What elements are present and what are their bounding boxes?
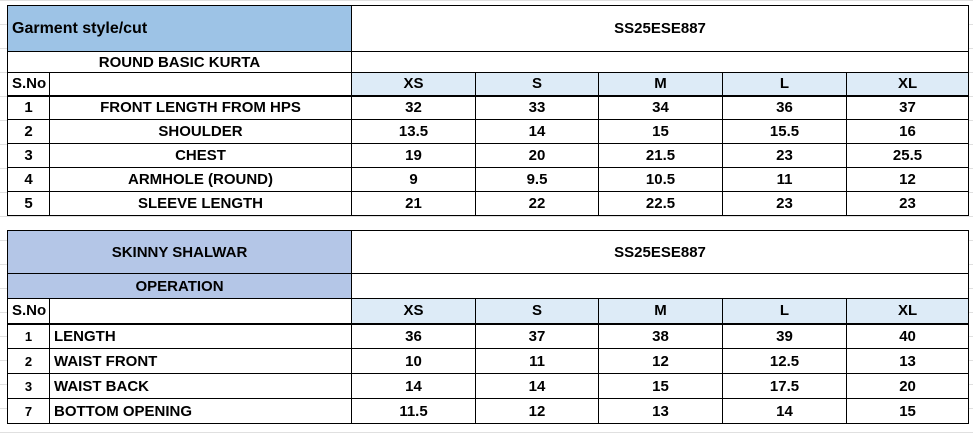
measurement-value: 12	[598, 348, 724, 374]
measurement-value: 21	[351, 191, 476, 216]
measurement-value: 39	[722, 323, 848, 349]
measurement-value: 23	[845, 191, 970, 216]
measurement-value: 22	[475, 191, 599, 216]
table-row: 1 FRONT LENGTH FROM HPS 32 33 34 36 37	[7, 95, 970, 120]
measurement-value: 12	[475, 398, 600, 424]
measurement-name: WAIST FRONT	[48, 348, 353, 374]
measurement-value: 9.5	[475, 167, 599, 192]
measurement-value: 13	[846, 348, 970, 374]
measurement-value: 40	[846, 323, 970, 349]
table-row: 1 LENGTH 36 37 38 39 40	[7, 323, 970, 349]
measurement-value: 15	[846, 398, 970, 424]
table-row: 5 SLEEVE LENGTH 21 22 22.5 23 23	[7, 191, 970, 216]
serial-number: 5	[7, 191, 50, 216]
serial-number: 3	[7, 143, 50, 168]
measurement-value: 12.5	[722, 348, 848, 374]
measurement-value: 15	[598, 119, 723, 144]
measurement-value: 25.5	[845, 143, 970, 168]
measurement-value: 14	[475, 119, 599, 144]
measurement-name: CHEST	[49, 143, 352, 168]
size-header: XL	[846, 298, 970, 325]
garment-style-label: Garment style/cut	[7, 5, 352, 52]
measurement-value: 22.5	[598, 191, 723, 216]
measurement-value: 37	[845, 95, 970, 120]
measurement-value: 15	[598, 373, 724, 399]
measurement-value: 11.5	[351, 398, 477, 424]
garment-name: SKINNY SHALWAR	[6, 230, 353, 274]
operation-label: OPERATION	[6, 273, 353, 299]
measurement-value: 15.5	[722, 119, 847, 144]
measurement-value: 20	[846, 373, 970, 399]
sno-header: S.No	[7, 72, 50, 97]
size-header: L	[722, 298, 848, 325]
serial-number: 4	[7, 167, 50, 192]
size-header: XS	[351, 298, 477, 325]
empty-cell	[351, 273, 970, 299]
empty-cell	[350, 51, 970, 73]
measurement-value: 21.5	[598, 143, 723, 168]
table-row: 2 WAIST FRONT 10 11 12 12.5 13	[7, 348, 970, 374]
measurement-value: 13.5	[351, 119, 476, 144]
table-row: 3 CHEST 19 20 21.5 23 25.5	[7, 143, 970, 168]
measurement-value: 14	[351, 373, 477, 399]
measurement-value: 23	[722, 143, 847, 168]
empty-cell	[48, 298, 353, 325]
measurement-name: SLEEVE LENGTH	[49, 191, 352, 216]
serial-number: 7	[7, 398, 50, 424]
size-header: L	[722, 72, 847, 97]
measurement-name: SHOULDER	[49, 119, 352, 144]
measurement-value: 36	[722, 95, 847, 120]
size-header: S	[475, 72, 599, 97]
garment-name: ROUND BASIC KURTA	[7, 51, 352, 73]
serial-number: 2	[7, 119, 50, 144]
size-header: M	[598, 298, 724, 325]
style-code: SS25ESE887	[350, 5, 970, 52]
kurta-spec-table: Garment style/cut SS25ESE887 ROUND BASIC…	[7, 5, 970, 216]
measurement-value: 23	[722, 191, 847, 216]
measurement-value: 11	[722, 167, 847, 192]
measurement-value: 14	[475, 373, 600, 399]
measurement-value: 11	[475, 348, 600, 374]
shalwar-spec-table: SKINNY SHALWAR SS25ESE887 OPERATION S.No…	[6, 230, 970, 424]
table-row: 4 ARMHOLE (ROUND) 9 9.5 10.5 11 12	[7, 167, 970, 192]
measurement-value: 20	[475, 143, 599, 168]
measurement-value: 32	[351, 95, 476, 120]
measurement-value: 14	[722, 398, 848, 424]
size-header: S	[475, 298, 600, 325]
measurement-value: 16	[845, 119, 970, 144]
serial-number: 2	[7, 348, 50, 374]
style-code: SS25ESE887	[351, 230, 970, 274]
measurement-value: 17.5	[722, 373, 848, 399]
measurement-value: 13	[598, 398, 724, 424]
table-row: 2 SHOULDER 13.5 14 15 15.5 16	[7, 119, 970, 144]
measurement-value: 19	[351, 143, 476, 168]
measurement-value: 10	[351, 348, 477, 374]
table-row: 7 BOTTOM OPENING 11.5 12 13 14 15	[7, 398, 970, 424]
serial-number: 3	[7, 373, 50, 399]
table-row: 3 WAIST BACK 14 14 15 17.5 20	[7, 373, 970, 399]
size-header: XS	[351, 72, 476, 97]
size-header: M	[598, 72, 723, 97]
measurement-name: FRONT LENGTH FROM HPS	[49, 95, 352, 120]
measurement-value: 10.5	[598, 167, 723, 192]
serial-number: 1	[7, 95, 50, 120]
measurement-value: 34	[598, 95, 723, 120]
measurement-value: 9	[351, 167, 476, 192]
serial-number: 1	[7, 323, 50, 349]
measurement-value: 36	[351, 323, 477, 349]
measurement-name: ARMHOLE (ROUND)	[49, 167, 352, 192]
measurement-name: BOTTOM OPENING	[48, 398, 353, 424]
sno-header: S.No	[7, 298, 50, 325]
measurement-value: 12	[845, 167, 970, 192]
measurement-value: 37	[475, 323, 600, 349]
measurement-value: 33	[475, 95, 599, 120]
measurement-name: LENGTH	[48, 323, 353, 349]
empty-cell	[49, 72, 352, 97]
measurement-value: 38	[598, 323, 724, 349]
measurement-name: WAIST BACK	[48, 373, 353, 399]
size-header: XL	[845, 72, 970, 97]
